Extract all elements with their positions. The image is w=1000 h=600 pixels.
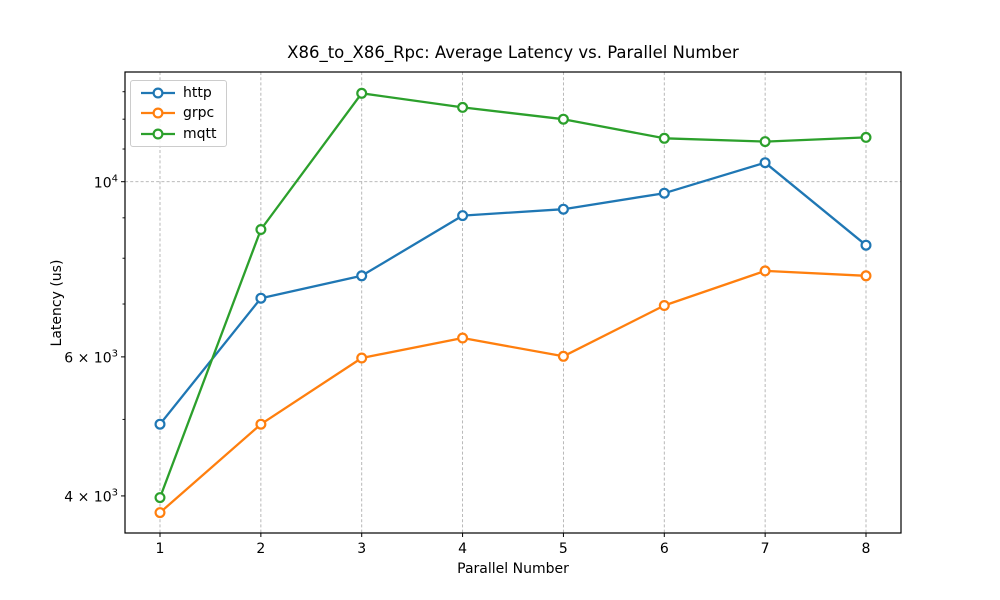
marker-http-x2 xyxy=(255,292,267,304)
legend-item-grpc: grpc xyxy=(139,103,217,123)
marker-http-x3 xyxy=(356,270,368,282)
y-tick-label-4e3: 4 × 103 xyxy=(64,485,118,507)
marker-grpc-x6 xyxy=(658,300,670,312)
marker-mqtt-x6 xyxy=(658,132,670,144)
legend-line-marker-http xyxy=(141,87,175,99)
legend-item-mqtt: mqtt xyxy=(139,124,217,144)
legend-item-http: http xyxy=(139,83,217,103)
legend-label-http: http xyxy=(183,85,212,102)
y-tick-text: 4 × 10 xyxy=(64,489,112,506)
x-tick-label-4: 4 xyxy=(458,541,468,557)
y-tick-label-10e4: 104 xyxy=(94,170,118,192)
marker-mqtt-x4 xyxy=(457,101,469,113)
marker-http-x5 xyxy=(557,203,569,215)
y-tick-text: 10 xyxy=(93,175,112,192)
marker-http-x1 xyxy=(154,418,166,430)
marker-grpc-x5 xyxy=(557,350,569,362)
x-tick-label-1: 1 xyxy=(155,541,165,557)
x-tick-label-5: 5 xyxy=(558,541,568,557)
marker-grpc-x3 xyxy=(356,352,368,364)
series-line-mqtt xyxy=(158,92,868,499)
marker-mqtt-x2 xyxy=(255,224,267,236)
marker-mqtt-x5 xyxy=(557,113,569,125)
chart-title: X86_to_X86_Rpc: Average Latency vs. Para… xyxy=(287,43,739,62)
y-tick-exponent: 4 xyxy=(111,173,118,185)
legend-label-mqtt: mqtt xyxy=(183,125,217,142)
legend-label-grpc: grpc xyxy=(183,105,215,122)
y-tick-exponent: 3 xyxy=(111,487,118,499)
marker-grpc-x4 xyxy=(457,332,469,344)
marker-grpc-x8 xyxy=(860,270,872,282)
marker-mqtt-x3 xyxy=(356,87,368,99)
legend-line-marker-mqtt xyxy=(141,128,175,140)
marker-grpc-x2 xyxy=(255,418,267,430)
x-tick-label-2: 2 xyxy=(256,541,266,557)
marker-mqtt-x7 xyxy=(759,136,771,148)
y-tick-label-6e3: 6 × 103 xyxy=(64,346,118,368)
marker-http-x7 xyxy=(759,157,771,169)
marker-mqtt-x1 xyxy=(154,492,166,504)
plot-border xyxy=(124,71,902,534)
x-axis-label: Parallel Number xyxy=(457,561,569,577)
x-tick-label-6: 6 xyxy=(659,541,669,557)
y-tick-text: 6 × 10 xyxy=(64,350,112,367)
legend: http grpc mqtt xyxy=(130,80,227,147)
marker-grpc-x7 xyxy=(759,265,771,277)
marker-http-x6 xyxy=(658,187,670,199)
series-line-grpc xyxy=(158,269,868,514)
x-tick-label-3: 3 xyxy=(357,541,367,557)
y-tick-exponent: 3 xyxy=(111,348,118,360)
marker-grpc-x1 xyxy=(154,507,166,519)
marker-http-x8 xyxy=(860,239,872,251)
series-line-http xyxy=(158,161,868,426)
marker-mqtt-x8 xyxy=(860,131,872,143)
y-axis-label: Latency (us) xyxy=(49,259,65,347)
x-tick-label-7: 7 xyxy=(760,541,770,557)
marker-http-x4 xyxy=(457,210,469,222)
x-tick-label-8: 8 xyxy=(861,541,871,557)
legend-line-marker-grpc xyxy=(141,107,175,119)
